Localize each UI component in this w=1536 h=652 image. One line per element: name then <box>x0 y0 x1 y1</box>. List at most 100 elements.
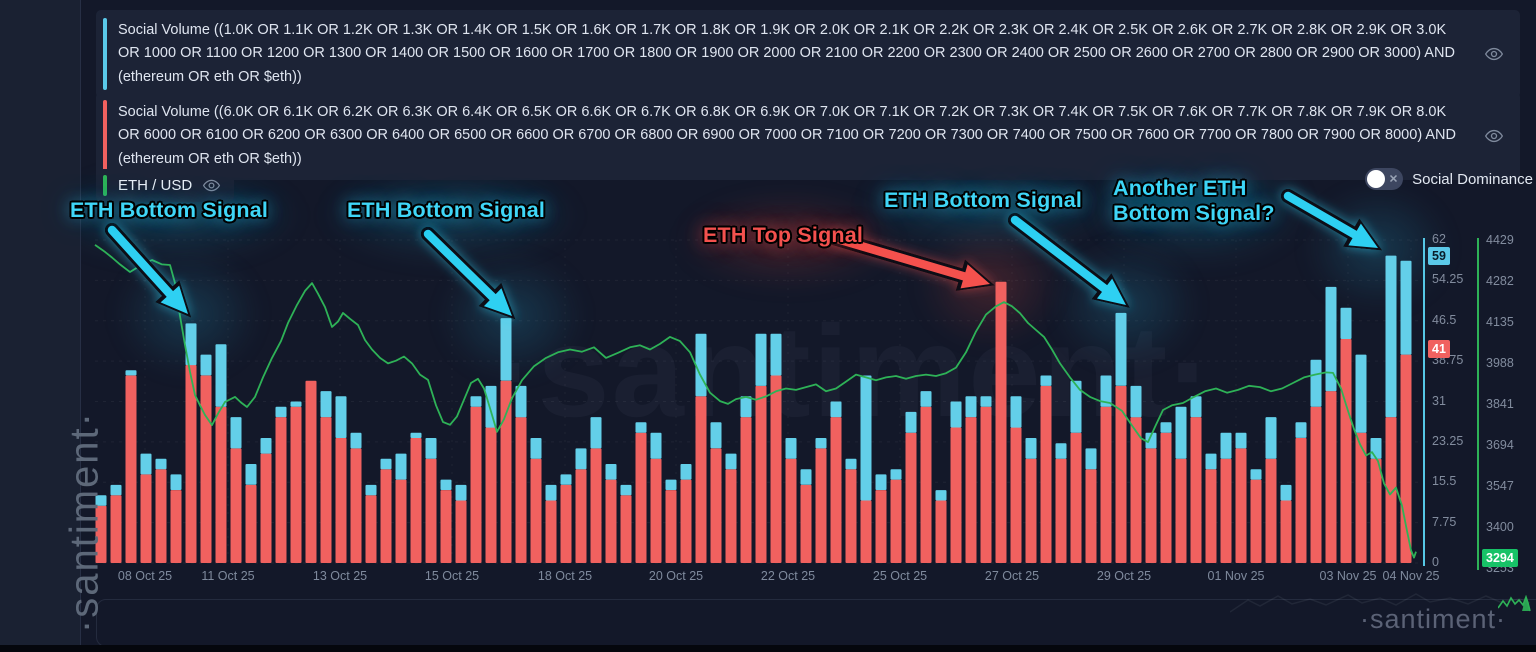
social-volume-bar-cyan[interactable] <box>725 453 737 470</box>
social-volume-bar-red[interactable] <box>905 432 917 563</box>
social-volume-bar-cyan[interactable] <box>380 458 392 470</box>
social-volume-bar-red[interactable] <box>1265 458 1277 563</box>
legend-card-social-volume-high[interactable]: Social Volume ((6.0K OR 6.1K OR 6.2K OR … <box>96 92 1520 181</box>
social-volume-bar-cyan[interactable] <box>1355 354 1367 433</box>
social-volume-bar-red[interactable] <box>1235 448 1247 563</box>
social-volume-bar-red[interactable] <box>1055 458 1067 563</box>
social-volume-bar-cyan[interactable] <box>1280 484 1292 501</box>
social-volume-bar-red[interactable] <box>680 479 692 563</box>
social-volume-bar-red[interactable] <box>365 495 377 563</box>
social-volume-bar-cyan[interactable] <box>350 432 362 449</box>
social-volume-bar-red[interactable] <box>485 427 497 564</box>
social-volume-bar-red[interactable] <box>590 448 602 563</box>
social-volume-bar-cyan[interactable] <box>890 469 902 480</box>
social-volume-bar-cyan[interactable] <box>545 484 557 501</box>
social-volume-bar-cyan[interactable] <box>200 354 212 376</box>
social-volume-bar-cyan[interactable] <box>1340 307 1352 339</box>
social-volume-bar-cyan[interactable] <box>875 474 887 490</box>
social-volume-bar-red[interactable] <box>155 469 167 563</box>
eye-icon[interactable] <box>202 176 222 196</box>
social-volume-bar-cyan[interactable] <box>245 464 257 485</box>
social-volume-bar-cyan[interactable] <box>1265 417 1277 459</box>
social-volume-bar-cyan[interactable] <box>155 458 167 470</box>
social-volume-bar-red[interactable] <box>650 458 662 563</box>
social-volume-bar-cyan[interactable] <box>260 438 272 454</box>
social-volume-bar-cyan[interactable] <box>140 453 152 475</box>
social-volume-bar-red[interactable] <box>1070 432 1082 563</box>
social-volume-bar-red[interactable] <box>845 469 857 563</box>
social-volume-bar-red[interactable] <box>860 500 872 564</box>
social-volume-bar-red[interactable] <box>200 375 212 564</box>
social-volume-bar-red[interactable] <box>335 438 347 563</box>
social-volume-bar-red[interactable] <box>305 380 317 563</box>
social-volume-bar-red[interactable] <box>410 438 422 563</box>
social-volume-bar-red[interactable] <box>725 469 737 563</box>
social-volume-bar-red[interactable] <box>425 458 437 563</box>
social-volume-bar-red[interactable] <box>1160 432 1172 563</box>
social-volume-bar-red[interactable] <box>380 469 392 563</box>
social-volume-bar-cyan[interactable] <box>680 464 692 480</box>
social-volume-bar-cyan[interactable] <box>665 479 677 490</box>
social-volume-bar-red[interactable] <box>875 490 887 563</box>
eye-icon[interactable] <box>1484 44 1504 64</box>
social-volume-bar-cyan[interactable] <box>185 323 197 366</box>
social-volume-bar-red[interactable] <box>815 448 827 563</box>
social-volume-bar-red[interactable] <box>185 365 197 563</box>
social-volume-bar-cyan[interactable] <box>335 396 347 438</box>
social-volume-bar-red[interactable] <box>140 474 152 563</box>
social-volume-bar-cyan[interactable] <box>395 453 407 480</box>
social-volume-bar-cyan[interactable] <box>1250 469 1262 480</box>
social-volume-bar-red[interactable] <box>1025 458 1037 563</box>
social-volume-bar-cyan[interactable] <box>470 396 482 407</box>
social-volume-bar-cyan[interactable] <box>230 417 242 449</box>
social-volume-bar-cyan[interactable] <box>425 438 437 459</box>
social-volume-bar-red[interactable] <box>890 479 902 563</box>
social-volume-bar-red[interactable] <box>935 500 947 564</box>
social-volume-bar-red[interactable] <box>665 490 677 563</box>
social-volume-bar-red[interactable] <box>290 406 302 563</box>
social-volume-bar-red[interactable] <box>1205 469 1217 563</box>
social-volume-bar-cyan[interactable] <box>1370 438 1382 459</box>
social-volume-bar-cyan[interactable] <box>1205 453 1217 470</box>
social-volume-bar-cyan[interactable] <box>1310 359 1322 407</box>
social-volume-bar-cyan[interactable] <box>125 370 137 376</box>
social-volume-bar-cyan[interactable] <box>110 484 122 496</box>
social-volume-bar-red[interactable] <box>1250 479 1262 563</box>
social-volume-bar-red[interactable] <box>620 495 632 563</box>
eye-icon[interactable] <box>1484 126 1504 146</box>
social-volume-bar-red[interactable] <box>635 432 647 563</box>
social-volume-bar-cyan[interactable] <box>560 474 572 485</box>
social-volume-bar-red[interactable] <box>230 448 242 563</box>
social-volume-bar-red[interactable] <box>395 479 407 563</box>
social-volume-bar-red[interactable] <box>260 453 272 563</box>
social-volume-bar-red[interactable] <box>350 448 362 563</box>
social-volume-bar-red[interactable] <box>1145 448 1157 563</box>
social-volume-bar-red[interactable] <box>455 500 467 564</box>
social-volume-bar-cyan[interactable] <box>215 344 227 407</box>
social-volume-bar-red[interactable] <box>1325 391 1337 563</box>
legend-card-social-volume-low[interactable]: Social Volume ((1.0K OR 1.1K OR 1.2K OR … <box>96 10 1520 99</box>
social-volume-bar-red[interactable] <box>545 500 557 564</box>
social-volume-bar-red[interactable] <box>1340 339 1352 563</box>
social-volume-bar-cyan[interactable] <box>935 490 947 501</box>
social-volume-bar-red[interactable] <box>215 406 227 563</box>
social-volume-bar-red[interactable] <box>1085 469 1097 563</box>
social-volume-bar-red[interactable] <box>1175 458 1187 563</box>
social-volume-bar-cyan[interactable] <box>1325 286 1337 392</box>
social-volume-bar-cyan[interactable] <box>800 469 812 485</box>
social-volume-bar-red[interactable] <box>440 490 452 563</box>
social-volume-bar-red[interactable] <box>1010 427 1022 564</box>
social-volume-bar-red[interactable] <box>275 417 287 563</box>
social-volume-bar-cyan[interactable] <box>320 391 332 418</box>
social-volume-bar-red[interactable] <box>575 469 587 563</box>
social-volume-bar-red[interactable] <box>1295 438 1307 563</box>
social-volume-bar-cyan[interactable] <box>290 401 302 407</box>
social-volume-bar-cyan[interactable] <box>275 406 287 418</box>
social-volume-bar-cyan[interactable] <box>170 474 182 490</box>
social-volume-bar-red[interactable] <box>1220 458 1232 563</box>
social-volume-bar-cyan[interactable] <box>410 432 422 438</box>
social-volume-bar-red[interactable] <box>530 458 542 563</box>
social-volume-bar-cyan[interactable] <box>1295 422 1307 438</box>
social-volume-bar-red[interactable] <box>1355 432 1367 563</box>
social-volume-bar-cyan[interactable] <box>1085 448 1097 470</box>
